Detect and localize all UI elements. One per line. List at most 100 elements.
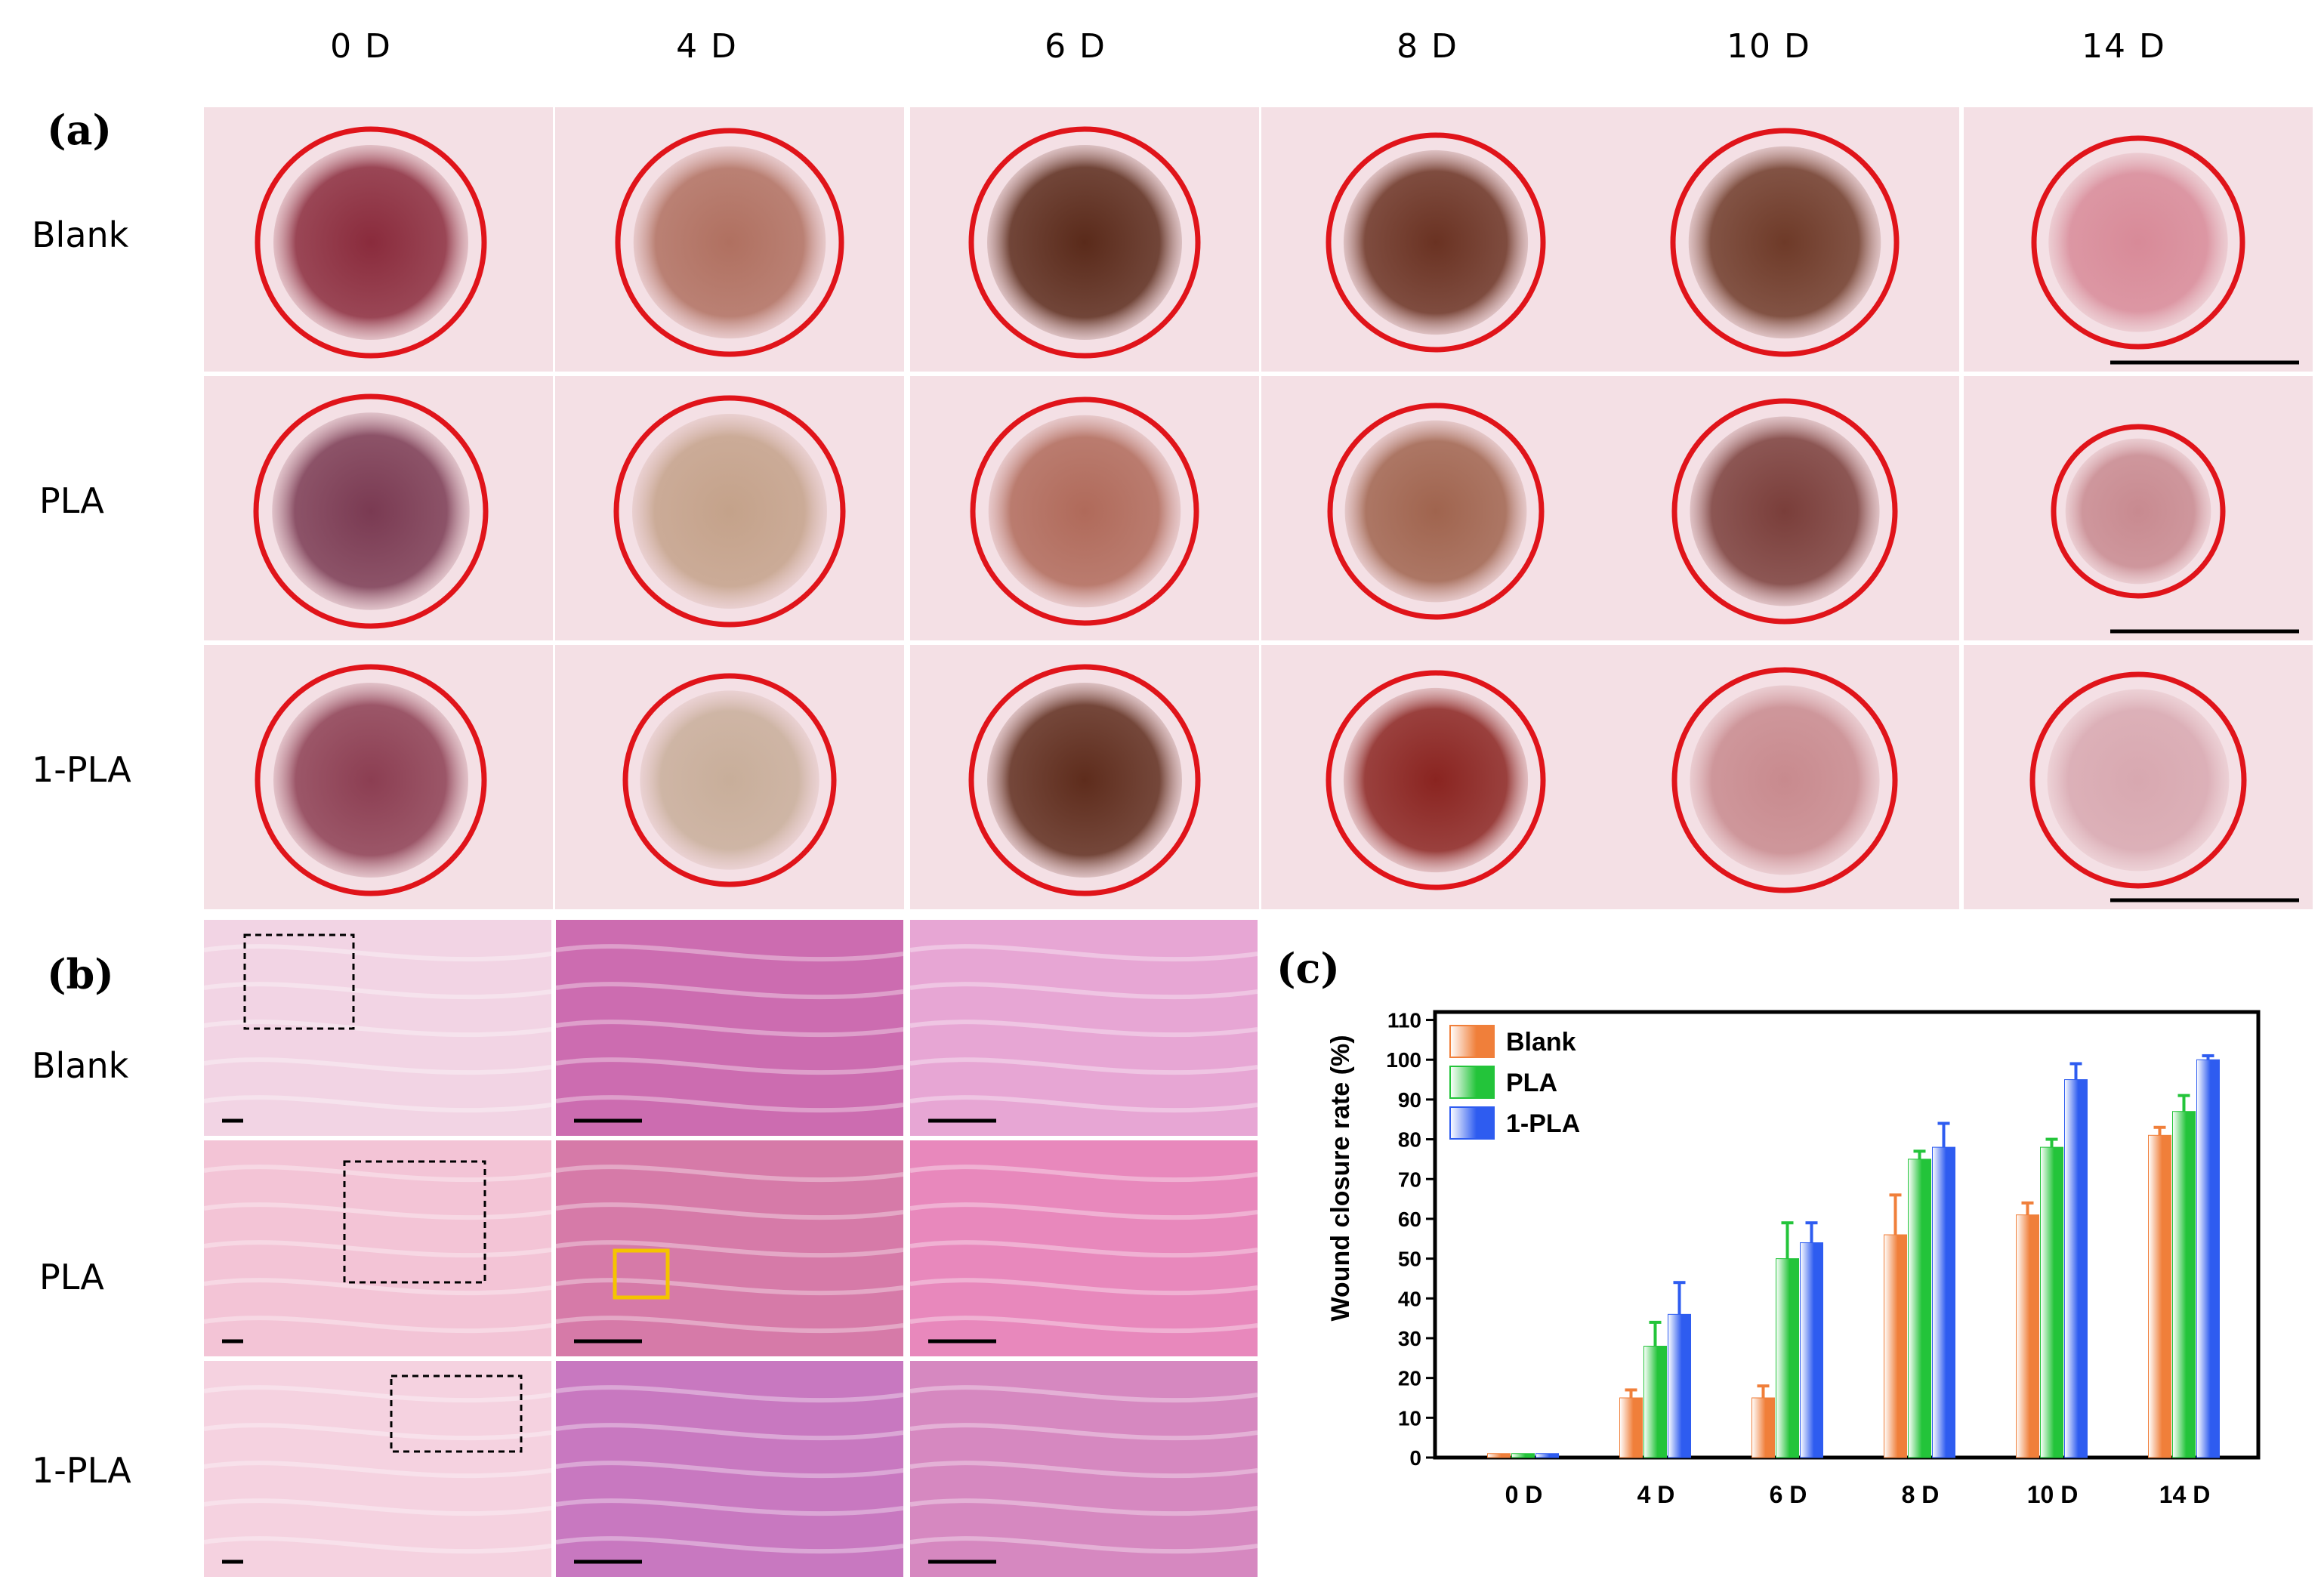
y-tick-label: 0: [1409, 1446, 1421, 1470]
wound-photo-image: [555, 107, 904, 372]
day-label-14: 14 D: [2082, 27, 2166, 66]
wound-photo: [1610, 107, 1959, 372]
histology-image-drawing: [204, 1140, 551, 1356]
row-label-blank-b: Blank: [32, 1045, 129, 1086]
y-tick-label: 110: [1387, 1009, 1421, 1032]
bar-pla: [1776, 1258, 1799, 1458]
bar-blank: [1751, 1397, 1775, 1458]
bar-pla: [2172, 1111, 2196, 1458]
wound-photo-image: [1261, 107, 1610, 372]
legend-swatch: [1449, 1106, 1495, 1140]
bar-blank: [2016, 1214, 2039, 1458]
wound-photo: [1610, 645, 1959, 909]
wound-photo-image: [1261, 376, 1610, 640]
histology-image: [204, 920, 551, 1136]
wound-photo-image: [1964, 376, 2313, 640]
wound-photo-image: [204, 645, 553, 909]
row-label-pla-a: PLA: [39, 480, 104, 521]
legend-label: 1-PLA: [1506, 1109, 1580, 1138]
x-tick-label: 6 D: [1770, 1481, 1807, 1508]
histology-image-drawing: [556, 1361, 903, 1577]
y-tick-label: 40: [1398, 1287, 1421, 1310]
wound-photo: [1964, 107, 2313, 372]
panel-b-label: (b): [47, 950, 114, 998]
bar-pla: [1511, 1453, 1535, 1458]
wound-photo-image: [1964, 645, 2313, 909]
bar-pla: [2040, 1146, 2063, 1458]
wound-photo-image: [1261, 645, 1610, 909]
y-tick-label: 90: [1398, 1088, 1421, 1112]
wound-photo-image: [204, 376, 553, 640]
wound-photo-image: [1610, 376, 1959, 640]
wound-photo: [555, 107, 904, 372]
wound-photo-image: [555, 645, 904, 909]
row-label-pla-b: PLA: [39, 1257, 104, 1297]
wound-photo: [204, 376, 553, 640]
histology-image: [910, 1140, 1258, 1356]
bar-blank: [2148, 1134, 2171, 1458]
x-tick-label: 10 D: [2027, 1481, 2079, 1508]
histology-image-drawing: [204, 1361, 551, 1577]
bar-pla: [1908, 1158, 1931, 1458]
bar-1-pla: [1535, 1453, 1559, 1458]
histology-image: [910, 920, 1258, 1136]
y-tick-label: 70: [1398, 1168, 1421, 1191]
wound-photo: [910, 107, 1259, 372]
wound-photo-image: [1610, 107, 1959, 372]
y-tick-label: 20: [1398, 1367, 1421, 1390]
zoom-region-box: [343, 1160, 486, 1284]
day-label-6: 6 D: [1045, 27, 1106, 66]
bar-1-pla: [1932, 1146, 1955, 1458]
wound-photo: [1610, 376, 1959, 640]
wound-photo-image: [910, 645, 1259, 909]
y-tick-label: 50: [1398, 1248, 1421, 1271]
bar-1-pla: [1800, 1242, 1823, 1458]
y-tick-label: 100: [1386, 1048, 1421, 1072]
histology-image: [204, 1140, 551, 1356]
y-tick-label: 80: [1398, 1128, 1421, 1152]
histology-image: [910, 1361, 1258, 1577]
wound-photo: [1261, 645, 1610, 909]
x-tick-label: 0 D: [1505, 1481, 1543, 1508]
row-label-1pla-b: 1-PLA: [32, 1450, 131, 1491]
wound-closure-bar-chart: Wound closure rate (%) 0 10 20 30 40 50 60 70 80…: [1326, 1009, 2261, 1508]
highlight-box: [613, 1248, 670, 1300]
bar-blank: [1884, 1234, 1907, 1458]
row-label-1pla-a: 1-PLA: [32, 749, 131, 790]
y-axis-label: Wound closure rate (%): [1326, 1035, 1355, 1321]
legend-swatch: [1449, 1025, 1495, 1058]
bar-blank: [1619, 1397, 1643, 1458]
y-tick-label: 30: [1398, 1327, 1421, 1350]
row-label-blank-a: Blank: [32, 214, 129, 255]
day-label-0: 0 D: [330, 27, 392, 66]
bar-blank: [1487, 1453, 1511, 1458]
y-tick-label: 60: [1398, 1208, 1421, 1231]
day-label-4: 4 D: [676, 27, 738, 66]
y-tick-label: 10: [1398, 1406, 1421, 1430]
panel-c-label: (c): [1276, 944, 1340, 992]
wound-photo-image: [910, 107, 1259, 372]
histology-image: [204, 1361, 551, 1577]
x-tick-label: 8 D: [1902, 1481, 1940, 1508]
legend-swatch: [1449, 1066, 1495, 1099]
wound-photo-image: [555, 376, 904, 640]
plot-frame: [1433, 1010, 2261, 1460]
x-tick-label: 14 D: [2159, 1481, 2211, 1508]
wound-photo-image: [1964, 107, 2313, 372]
wound-photo: [555, 376, 904, 640]
histology-image: [556, 920, 903, 1136]
histology-image-drawing: [556, 1140, 903, 1356]
wound-photo: [910, 376, 1259, 640]
wound-photo-image: [1610, 645, 1959, 909]
histology-image-drawing: [204, 920, 551, 1136]
zoom-region-box: [390, 1374, 523, 1453]
histology-image: [556, 1361, 903, 1577]
day-label-8: 8 D: [1397, 27, 1458, 66]
bar-pla: [1643, 1346, 1667, 1458]
wound-photo: [204, 107, 553, 372]
histology-image-drawing: [910, 1361, 1258, 1577]
wound-photo: [1261, 107, 1610, 372]
legend-label: PLA: [1506, 1069, 1557, 1097]
wound-photo-image: [910, 376, 1259, 640]
wound-photo-grid: [204, 107, 2319, 909]
